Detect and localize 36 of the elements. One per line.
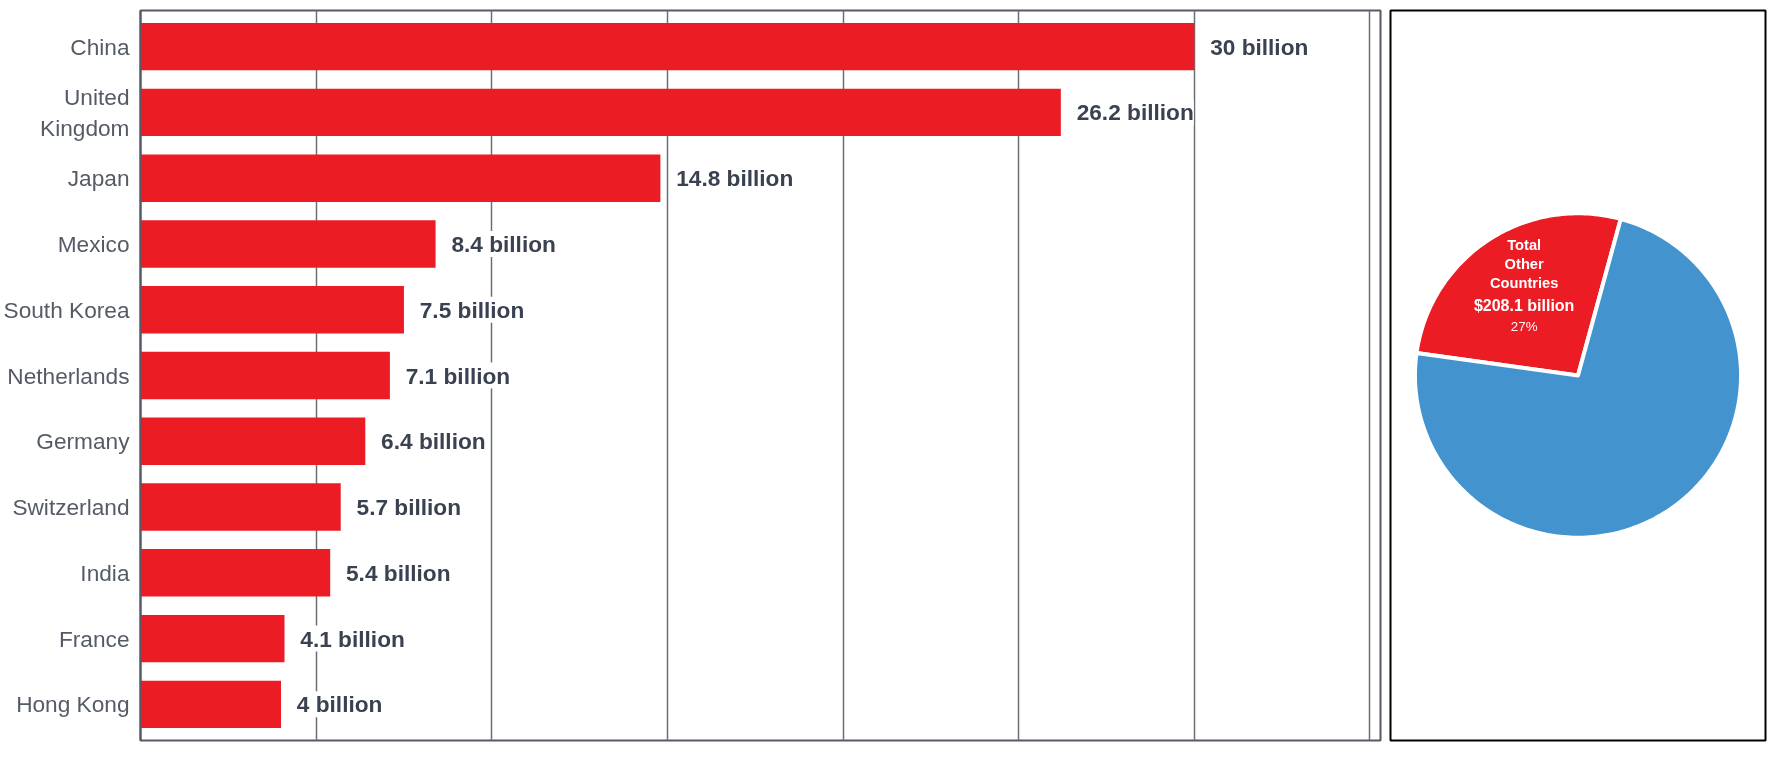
bar — [140, 549, 331, 597]
y-tick-label: Switzerland — [12, 494, 130, 521]
bar — [140, 154, 661, 202]
y-tick-label: Hong Kong — [16, 691, 130, 718]
bar — [140, 614, 285, 663]
y-tick-label: South Korea — [3, 296, 130, 323]
y-tick-label: India — [80, 559, 130, 586]
bar — [140, 351, 390, 400]
y-tick-label: United Kingdom — [40, 83, 130, 142]
data-label: 14.8 billion — [676, 165, 794, 192]
bar — [140, 286, 404, 334]
y-tick-label: Netherlands — [7, 362, 130, 389]
data-label: 5.4 billion — [346, 559, 451, 586]
data-label: 27% — [1510, 319, 1538, 335]
bar — [140, 23, 1195, 71]
text: $208.1 billion — [1473, 297, 1575, 315]
bar — [140, 483, 341, 531]
y-tick-label: Mexico — [57, 230, 130, 257]
data-label: 30 billion — [1210, 33, 1309, 60]
data-label: 5.7 billion — [356, 494, 462, 521]
data-label: 4.1 billion — [300, 625, 405, 652]
data-label: 4 billion — [296, 691, 383, 718]
bar — [140, 88, 1061, 137]
bar — [140, 680, 282, 728]
data-label: 26.2 billion — [1076, 99, 1194, 126]
data-label: 8.4 billion — [451, 230, 556, 257]
slice-label: Total Other Countries — [1489, 236, 1559, 291]
bar — [140, 220, 436, 268]
data-label: 7.1 billion — [405, 362, 511, 389]
bar — [140, 417, 366, 465]
y-tick-label: France — [58, 625, 130, 652]
data-label: 6.4 billion — [381, 428, 486, 455]
y-tick-label: China — [70, 33, 130, 60]
y-tick-label: Germany — [36, 428, 131, 455]
y-tick-label: Japan — [67, 165, 130, 192]
data-label: 7.5 billion — [419, 296, 525, 323]
